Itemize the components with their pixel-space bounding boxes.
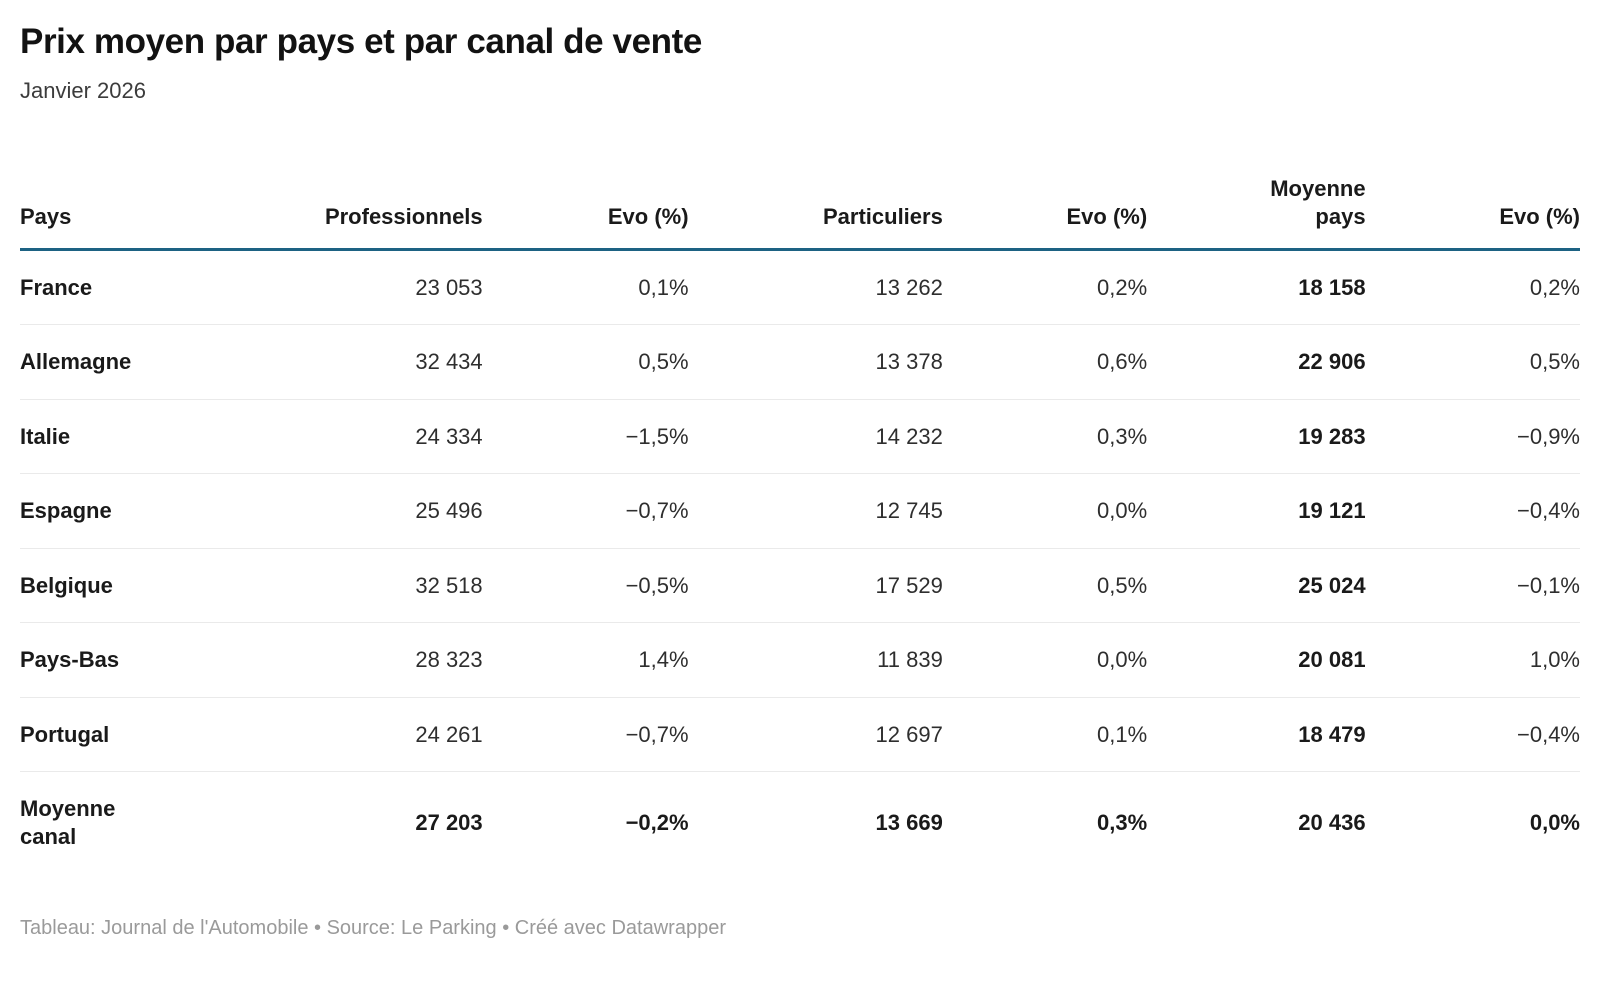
cell-evo_part: 0,5% (952, 547, 1158, 623)
cell-moyenne_pays: 18 479 (1157, 696, 1376, 772)
row-label-text: Espagne (20, 498, 112, 524)
cell-professionnels: 32 434 (235, 324, 493, 400)
cell-evo_part: 0,0% (952, 622, 1158, 698)
cell-evo_moyenne: −0,1% (1375, 547, 1580, 623)
row-label-text: Italie (20, 423, 71, 449)
row-label-text: Pays-Bas (20, 647, 120, 673)
column-header-label: Evo (%) (1499, 204, 1580, 230)
cell-evo_pro: −1,5% (492, 398, 699, 474)
cell-evo_pro: 0,5% (492, 324, 699, 400)
column-header-label: Evo (%) (1066, 204, 1148, 230)
table-body: France 23 053 0,1% 13 262 0,2% 18 158 0,2% Alle… (20, 249, 1580, 874)
attribution-text: Tableau: Journal de l'Automobile • Sourc… (20, 917, 726, 940)
cell-moyenne_pays: 19 121 (1157, 473, 1376, 549)
cell-evo_moyenne: 0,0% (1375, 771, 1580, 874)
table-row: Italie 24 334 −1,5% 14 232 0,3% 19 283 −0,9% (20, 398, 1580, 474)
column-header-label: Pays (20, 204, 72, 230)
cell-professionnels: 25 496 (235, 473, 493, 549)
cell-particuliers: 12 745 (698, 473, 953, 549)
header-row: Pays Professionnels Evo (%) Particuliers Evo… (20, 144, 1580, 251)
cell-moyenne_pays: 20 081 (1157, 622, 1376, 698)
cell-evo_part: 0,3% (952, 398, 1158, 474)
cell-evo_pro: 1,4% (492, 622, 699, 698)
cell-particuliers: 13 262 (875, 274, 943, 300)
table-row: Espagne 25 496 −0,7% 12 745 0,0% 19 121 −0,4% (20, 473, 1580, 549)
cell-evo_moyenne: −0,4% (1375, 473, 1580, 549)
row-label: Pays-Bas (20, 622, 236, 698)
cell-moyenne_pays: 18 158 (1298, 274, 1366, 300)
cell-particuliers: 13 378 (698, 324, 953, 400)
cell-evo_part: 0,6% (952, 324, 1158, 400)
cell-evo_pro: −0,7% (492, 696, 699, 772)
column-header-label: Evo (%) (607, 204, 689, 230)
row-label: Moyenne canal (20, 771, 236, 874)
cell-evo_pro: −0,2% (492, 771, 699, 874)
attribution-footer: Tableau: Journal de l'Automobile • Sourc… (20, 915, 1580, 941)
row-label-text: Allemagne (20, 349, 132, 375)
summary-row: Moyenne canal 27 203 −0,2% 13 669 0,3% 20 436… (20, 771, 1580, 874)
page-title: Prix moyen par pays et par canal de vent… (20, 22, 702, 61)
price-table: Pays Professionnels Evo (%) Particuliers Evo… (20, 144, 1580, 874)
row-label-text: Belgique (20, 572, 113, 598)
cell-particuliers: 13 669 (698, 771, 953, 874)
column-header-evo_moyenne: Evo (%) (1375, 144, 1580, 251)
row-label: Italie (20, 398, 236, 474)
row-label: Allemagne (20, 324, 236, 400)
table-row: Pays-Bas 28 323 1,4% 11 839 0,0% 20 081 1,0% (20, 622, 1580, 698)
column-header-evo_pro: Evo (%) (492, 144, 699, 251)
cell-particuliers: 11 839 (698, 622, 953, 698)
cell-evo_moyenne: 0,5% (1375, 324, 1580, 400)
cell-evo_pro: −0,7% (492, 473, 699, 549)
column-header-professionnels: Professionnels (235, 144, 493, 251)
cell-professionnels: 28 323 (235, 622, 493, 698)
cell-evo_pro: −0,5% (492, 547, 699, 623)
cell-evo_part: 0,2% (1097, 274, 1148, 300)
cell-evo_pro: 0,1% (638, 274, 689, 300)
cell-moyenne_pays: 22 906 (1157, 324, 1376, 400)
column-header-moyenne_pays: Moyenne pays (1157, 144, 1376, 251)
cell-evo_moyenne: 0,2% (1529, 274, 1580, 300)
cell-evo_moyenne: −0,4% (1375, 696, 1580, 772)
cell-professionnels: 23 053 (415, 274, 483, 300)
cell-evo_moyenne: 1,0% (1375, 622, 1580, 698)
cell-particuliers: 12 697 (698, 696, 953, 772)
cell-professionnels: 32 518 (235, 547, 493, 623)
cell-evo_part: 0,3% (952, 771, 1158, 874)
cell-moyenne_pays: 19 283 (1157, 398, 1376, 474)
table-row: Belgique 32 518 −0,5% 17 529 0,5% 25 024 −0,1% (20, 547, 1580, 623)
row-label: Belgique (20, 547, 236, 623)
table-row: Allemagne 32 434 0,5% 13 378 0,6% 22 906 0,5% (20, 324, 1580, 400)
column-header-label: Moyenne pays (1270, 175, 1366, 230)
cell-moyenne_pays: 20 436 (1157, 771, 1376, 874)
column-header-label: Professionnels (324, 204, 483, 230)
cell-evo_moyenne: −0,9% (1375, 398, 1580, 474)
table-row: Portugal 24 261 −0,7% 12 697 0,1% 18 479 −0,4% (20, 696, 1580, 772)
cell-evo_part: 0,0% (952, 473, 1158, 549)
table-header: Pays Professionnels Evo (%) Particuliers Evo… (20, 144, 1580, 251)
cell-professionnels: 24 334 (235, 398, 493, 474)
cell-particuliers: 14 232 (698, 398, 953, 474)
row-label-text: Moyenne canal (20, 796, 116, 849)
row-label: Espagne (20, 473, 236, 549)
cell-particuliers: 17 529 (698, 547, 953, 623)
table-row: France 23 053 0,1% 13 262 0,2% 18 158 0,2% (20, 249, 1580, 325)
column-header-evo_part: Evo (%) (952, 144, 1158, 251)
column-header-pays: Pays (20, 144, 236, 251)
column-header-label: Particuliers (822, 204, 943, 230)
cell-moyenne_pays: 25 024 (1157, 547, 1376, 623)
page-subtitle: Janvier 2026 (20, 78, 146, 104)
row-label: France (20, 249, 235, 325)
cell-evo_part: 0,1% (952, 696, 1158, 772)
row-label: Portugal (20, 696, 236, 772)
column-header-particuliers: Particuliers (698, 144, 953, 251)
cell-professionnels: 27 203 (235, 771, 493, 874)
row-label-text: France (20, 274, 93, 300)
cell-professionnels: 24 261 (235, 696, 493, 772)
row-label-text: Portugal (20, 721, 110, 747)
